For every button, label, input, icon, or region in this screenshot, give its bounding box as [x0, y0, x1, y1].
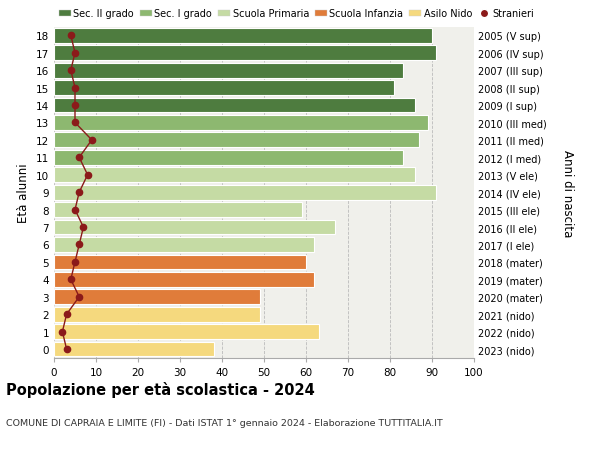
- Bar: [54, 255, 306, 270]
- Bar: [54, 272, 314, 287]
- Bar: [54, 168, 415, 183]
- Bar: [54, 185, 436, 200]
- Bar: [54, 203, 302, 218]
- Legend: Sec. II grado, Sec. I grado, Scuola Primaria, Scuola Infanzia, Asilo Nido, Stran: Sec. II grado, Sec. I grado, Scuola Prim…: [59, 9, 535, 19]
- Bar: [54, 29, 432, 44]
- Bar: [54, 64, 403, 78]
- Text: Popolazione per età scolastica - 2024: Popolazione per età scolastica - 2024: [6, 381, 315, 397]
- Bar: [54, 342, 214, 357]
- Bar: [54, 220, 335, 235]
- Bar: [54, 325, 319, 339]
- Y-axis label: Età alunni: Età alunni: [17, 163, 31, 223]
- Text: COMUNE DI CAPRAIA E LIMITE (FI) - Dati ISTAT 1° gennaio 2024 - Elaborazione TUTT: COMUNE DI CAPRAIA E LIMITE (FI) - Dati I…: [6, 418, 443, 427]
- Bar: [54, 151, 403, 165]
- Bar: [54, 116, 428, 131]
- Bar: [54, 238, 314, 252]
- Y-axis label: Anni di nascita: Anni di nascita: [561, 149, 574, 236]
- Bar: [54, 290, 260, 304]
- Bar: [54, 81, 394, 96]
- Bar: [54, 133, 419, 148]
- Bar: [54, 98, 415, 113]
- Bar: [54, 307, 260, 322]
- Bar: [54, 46, 436, 61]
